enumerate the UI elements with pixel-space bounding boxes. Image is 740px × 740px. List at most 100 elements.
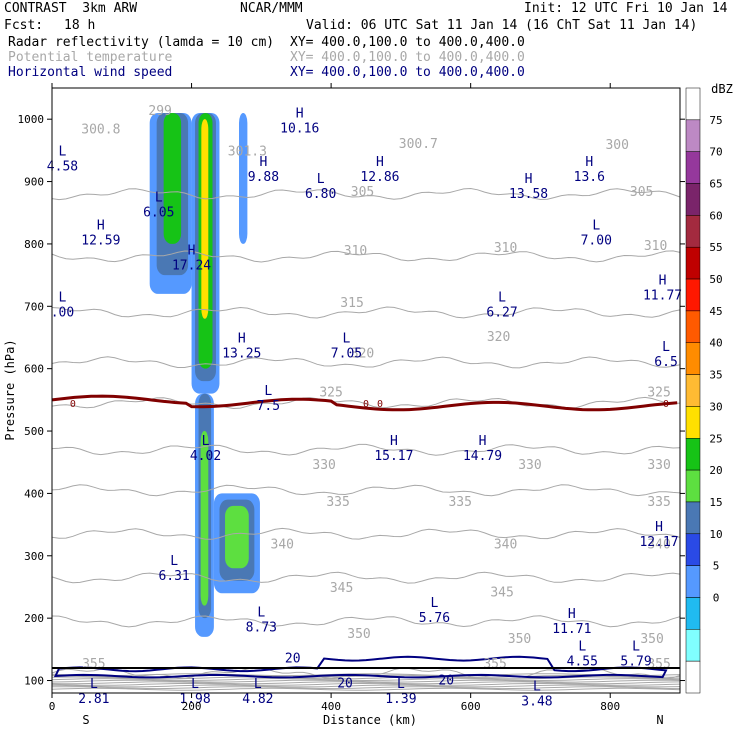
y-tick-label: 1000 (18, 113, 45, 126)
extremum-value: 11.71 (552, 622, 591, 637)
colorbar-swatch (685, 597, 701, 630)
theta-contour-upper (51, 676, 681, 680)
y-tick-label: 400 (24, 487, 44, 500)
theta-label: 345 (330, 581, 353, 596)
extremum-value: 6.27 (486, 305, 517, 320)
extremum-marker: L (343, 331, 351, 346)
theta-contour-upper (51, 687, 681, 691)
theta-label: 355 (82, 657, 105, 672)
theta-contour-upper (51, 673, 681, 677)
theta-label: 325 (647, 386, 670, 401)
extremum-value: 12.86 (360, 170, 399, 185)
colorbar-swatch (685, 438, 701, 471)
extremum-marker: L (533, 680, 541, 695)
colorbar-swatch (685, 119, 701, 152)
init-time: Init: 12 UTC Fri 10 Jan 14 (524, 1, 728, 16)
reflectivity-cell (200, 431, 209, 606)
colorbar-tick-label: 45 (709, 305, 722, 318)
colorbar-unit: dBZ (711, 82, 733, 96)
freezing-level-label: 0 (363, 399, 369, 410)
extremum-marker: H (97, 219, 105, 234)
forecast-label: Fcst: (4, 18, 44, 33)
extremum-marker: L (59, 144, 67, 159)
reflectivity-cell (239, 112, 248, 244)
theta-contour-upper (51, 686, 681, 690)
theta-label: 355 (483, 657, 506, 672)
theta-contour (51, 571, 681, 584)
extremum-marker: L (662, 340, 670, 355)
colorbar-tick-label: 50 (709, 273, 722, 286)
colorbar-swatch (685, 565, 701, 598)
colorbar-tick-label: 65 (709, 178, 722, 191)
extremum-marker: L (254, 677, 262, 692)
theta-label: 345 (490, 585, 513, 600)
theta-label: 310 (344, 244, 367, 259)
extremum-value: 12.17 (639, 535, 678, 550)
extremum-value: 7.05 (331, 346, 362, 361)
extremum-value: 4.58 (47, 159, 78, 174)
theta-label: 299 (148, 104, 171, 119)
extremum-marker: L (498, 290, 506, 305)
extremum-value: 15.17 (374, 449, 413, 464)
extremum-marker: L (578, 640, 586, 655)
wind-contours (53, 655, 668, 679)
y-axis-title: Pressure (hPa) (3, 339, 17, 440)
theta-label: 350 (640, 632, 663, 647)
theta-contour (51, 443, 681, 456)
x-end-label-north: N (656, 713, 663, 727)
theta-contour-upper (51, 684, 681, 688)
extremum-marker: L (59, 290, 67, 305)
colorbar-swatch (685, 342, 701, 375)
colorbar-swatch (685, 246, 701, 280)
theta-contours (51, 187, 681, 691)
extremum-marker: H (296, 106, 304, 121)
extremum-value: 6.05 (143, 206, 174, 221)
theta-contour-upper (51, 679, 681, 683)
extremum-marker: H (568, 607, 576, 622)
theta-label: 320 (351, 346, 374, 361)
extremum-marker: H (479, 434, 487, 449)
theta-label: 300.7 (399, 137, 438, 152)
extremum-marker: L (155, 191, 163, 206)
y-tick-label: 500 (24, 425, 44, 438)
extremum-marker: H (390, 434, 398, 449)
field-wind-xy: XY= 400.0,100.0 to 400.0,400.0 (290, 65, 525, 80)
colorbar-tick-label: 20 (709, 464, 722, 477)
theta-contour (51, 484, 681, 497)
extremum-value: 4.02 (190, 449, 221, 464)
extremum-marker: L (632, 640, 640, 655)
colorbar-tick-label: 75 (709, 114, 722, 127)
colorbar-swatch (685, 87, 701, 121)
theta-label: 300 (605, 138, 628, 153)
extremum-value: .00 (51, 305, 74, 320)
y-tick-label: 300 (24, 550, 44, 563)
theta-label: 340 (647, 537, 670, 552)
extremum-value: 14.79 (463, 449, 502, 464)
y-tick-label: 100 (24, 675, 44, 688)
theta-label: 335 (448, 495, 471, 510)
theta-label: 315 (340, 296, 363, 311)
extremum-marker: H (655, 520, 663, 535)
extremum-marker: L (264, 384, 272, 399)
colorbar-swatch (685, 660, 701, 694)
freezing-level-label: 0 (377, 399, 383, 410)
x-end-label-south: S (82, 713, 89, 727)
colorbar-swatch (685, 183, 701, 216)
model-title: CONTRAST 3km ARW (4, 1, 138, 16)
theta-contour (51, 527, 681, 540)
freezing-level-label: 0 (663, 399, 669, 410)
extremum-marker: L (592, 219, 600, 234)
colorbar-swatch (685, 501, 701, 535)
extremum-marker: L (430, 596, 438, 611)
extremum-marker: L (317, 172, 325, 187)
theta-label: 320 (487, 330, 510, 345)
wind-label: 20 (285, 651, 301, 666)
theta-label: 350 (508, 632, 531, 647)
theta-contour-upper (51, 678, 681, 682)
field-theta-xy: XY= 400.0,100.0 to 400.0,400.0 (290, 50, 525, 65)
colorbar-tick-label: 10 (709, 528, 722, 541)
